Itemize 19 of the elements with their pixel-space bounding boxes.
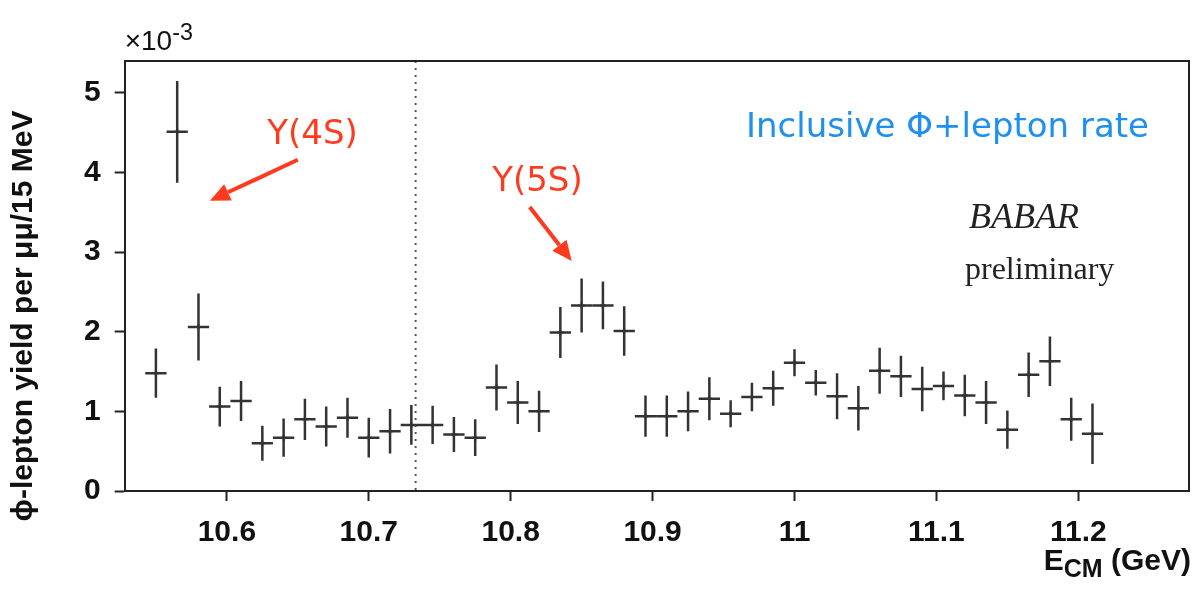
x-tick-label: 10.9 (623, 514, 682, 548)
annotation: BABAR (969, 195, 1079, 237)
y-tick-label: 0 (84, 472, 101, 506)
y-tick-label: 5 (84, 74, 101, 108)
annotation: Υ(4S) (267, 111, 358, 152)
x-tick-label: 11 (778, 514, 811, 548)
x-tick-label: 10.8 (481, 514, 540, 548)
x-tick-label: 10.6 (197, 514, 257, 548)
y-tick-label: 3 (84, 233, 101, 267)
y-tick-label: 1 (84, 392, 101, 426)
annotation: Υ(5S) (492, 158, 583, 199)
annotation: preliminary (965, 249, 1115, 287)
text: ×10$^{-3}$ (124, 19, 193, 58)
y-axis-title: ϕ-lepton yield per μμ/15 MeV (4, 110, 39, 522)
y-tick-label: 2 (84, 313, 101, 347)
annotation: Inclusive Φ+lepton rate (746, 105, 1150, 145)
x-tick-label: 11.1 (908, 514, 965, 548)
x-tick-label: 10.7 (339, 514, 398, 548)
y-tick-label: 4 (84, 153, 101, 187)
